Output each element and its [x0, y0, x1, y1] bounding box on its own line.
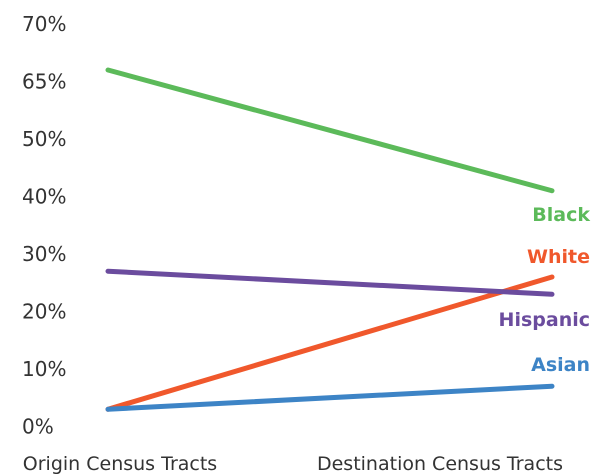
series-label-black: Black	[532, 204, 590, 226]
x-tick-label: Destination Census Tracts	[317, 453, 563, 474]
y-tick-label: 30%	[22, 242, 66, 266]
series-label-white: White	[527, 246, 590, 268]
y-tick-label: 50%	[22, 127, 66, 151]
y-tick-label: 10%	[22, 357, 66, 381]
x-axis-ticks: Origin Census Tracts Destination Census T…	[23, 453, 563, 474]
y-tick-label: 65%	[22, 70, 66, 94]
series-line-hispanic	[105, 268, 555, 297]
y-tick-label: 20%	[22, 300, 66, 324]
series-line-asian	[105, 383, 555, 412]
y-tick-label: 0%	[22, 415, 54, 439]
series-label-hispanic: Hispanic	[499, 309, 590, 331]
y-axis-ticks: 70% 65% 50% 40% 30% 20% 10% 0%	[22, 12, 66, 439]
series-line-black	[105, 67, 555, 194]
y-tick-label: 40%	[22, 185, 66, 209]
x-tick-label: Origin Census Tracts	[23, 453, 217, 474]
series-line-white	[105, 274, 555, 412]
y-tick-label: 70%	[22, 12, 66, 36]
series-label-asian: Asian	[531, 354, 590, 376]
series-lines	[105, 67, 555, 412]
series-labels: Black White Hispanic Asian	[499, 204, 591, 376]
